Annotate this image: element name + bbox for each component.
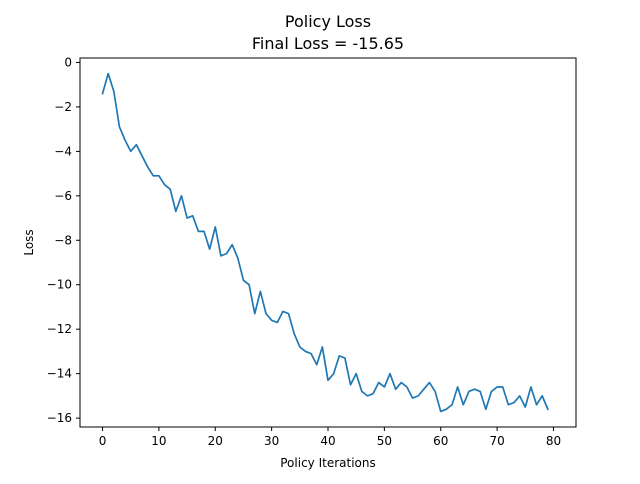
- x-tick-label: 60: [433, 434, 448, 448]
- x-tick-label: 50: [377, 434, 392, 448]
- x-tick-label: 10: [151, 434, 166, 448]
- x-tick-label: 80: [546, 434, 561, 448]
- y-tick-label: −12: [47, 322, 72, 336]
- y-tick-label: −4: [54, 144, 72, 158]
- y-tick-label: −14: [47, 367, 72, 381]
- chart-subtitle: Final Loss = -15.65: [252, 34, 404, 53]
- chart-title: Policy Loss: [285, 12, 371, 31]
- x-tick-label: 40: [320, 434, 335, 448]
- x-tick-label: 30: [264, 434, 279, 448]
- y-tick-label: −2: [54, 100, 72, 114]
- y-tick-label: −6: [54, 189, 72, 203]
- x-tick-label: 20: [208, 434, 223, 448]
- y-tick-label: −8: [54, 233, 72, 247]
- y-tick-label: −16: [47, 411, 72, 425]
- y-tick-label: −10: [47, 278, 72, 292]
- series-group: [103, 74, 548, 412]
- loss-series-line: [103, 74, 548, 412]
- x-axis-label: Policy Iterations: [280, 456, 375, 470]
- x-tick-label: 70: [489, 434, 504, 448]
- y-axis: 0 −2 −4 −6 −8 −10 −12 −14 −16: [47, 55, 80, 425]
- x-axis: 0 10 20 30 40 50 60 70 80: [99, 427, 561, 448]
- x-tick-label: 0: [99, 434, 107, 448]
- y-axis-label: Loss: [22, 229, 36, 255]
- y-tick-label: 0: [64, 55, 72, 69]
- plot-area-frame: [80, 58, 576, 427]
